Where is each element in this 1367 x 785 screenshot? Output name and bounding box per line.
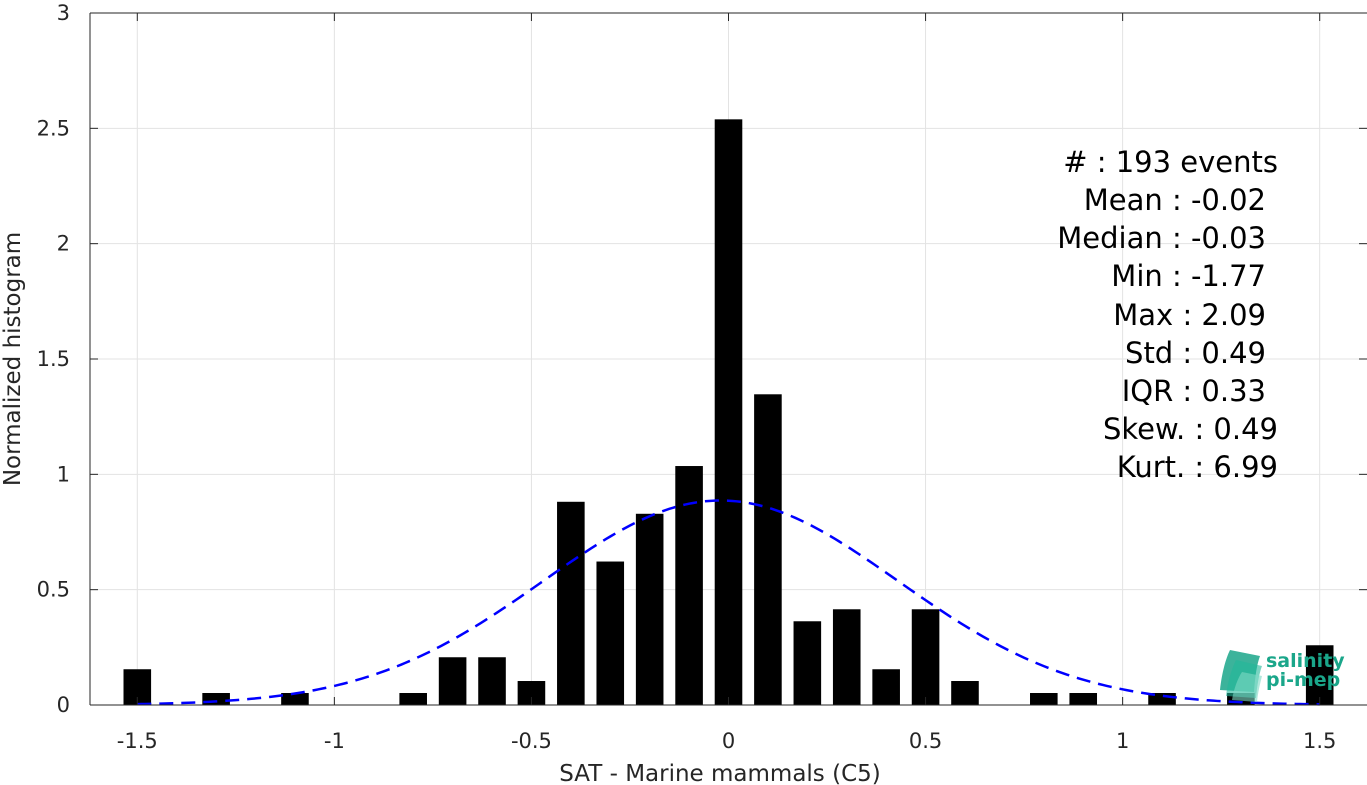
stats-max: Max : 2.09: [1113, 298, 1266, 332]
y-tick-label: 1.5: [37, 347, 70, 371]
histogram-bar: [478, 657, 506, 705]
y-tick-label: 2: [57, 232, 70, 256]
histogram-bar: [911, 609, 940, 705]
histogram-bar: [438, 657, 467, 705]
histogram-bar: [635, 513, 664, 705]
x-tick-label: 1: [1116, 729, 1129, 753]
stats-skew: Skew. : 0.49: [1103, 412, 1278, 446]
stats-std: Std : 0.49: [1125, 336, 1266, 370]
logo-wave-icon: [1220, 650, 1262, 702]
histogram-bar: [517, 681, 546, 705]
stats-iqr: IQR : 0.33: [1122, 374, 1266, 408]
stats-median: Median : -0.03: [1057, 221, 1266, 255]
stats-min: Min : -1.77: [1111, 259, 1266, 293]
histogram-bars: [123, 119, 1334, 705]
logo-line-salinity: salinity: [1266, 650, 1345, 672]
stats-kurt: Kurt. : 6.99: [1117, 450, 1278, 484]
y-tick-label: 3: [57, 1, 70, 25]
x-tick-label: 1.5: [1303, 729, 1336, 753]
histogram-bar: [281, 693, 309, 705]
x-tick-labels: -1.5 -1 -0.5 0 0.5 1 1.5: [117, 729, 1337, 753]
histogram-bar: [399, 693, 427, 705]
salinity-pimep-logo: salinity pi-mep: [1220, 650, 1345, 702]
logo-line-pimep: pi-mep: [1266, 669, 1340, 691]
histogram-bar: [714, 119, 743, 705]
stats-count: # : 193 events: [1063, 145, 1278, 179]
histogram-bar: [1030, 693, 1058, 705]
x-tick-label: 0.5: [909, 729, 942, 753]
x-tick-label: -0.5: [511, 729, 552, 753]
x-tick-label: -1: [324, 729, 345, 753]
histogram-bar: [675, 466, 703, 705]
axes-frame: [89, 12, 1367, 706]
histogram-bar: [202, 693, 230, 705]
histogram-bar: [1069, 693, 1098, 705]
x-axis-title: SAT - Marine mammals (C5): [559, 761, 881, 785]
y-tick-label: 1: [57, 462, 70, 486]
x-tick-label: 0: [722, 729, 735, 753]
y-axis-title: Normalized histogram: [0, 232, 26, 486]
stats-mean: Mean : -0.02: [1084, 183, 1266, 217]
y-tick-label: 2.5: [37, 116, 70, 140]
histogram-bar: [793, 621, 822, 705]
y-tick-label: 0.5: [37, 578, 70, 602]
y-tick-labels: 0 0.5 1 1.5 2 2.5 3: [37, 1, 70, 717]
histogram-bar: [754, 394, 782, 705]
normal-fit-curve: [137, 499, 1320, 706]
stats-box: # : 193 events Mean : -0.02 Median : -0.…: [1057, 145, 1278, 484]
histogram-bar: [1148, 693, 1176, 705]
histogram-bar: [872, 669, 900, 705]
histogram-bar: [1305, 645, 1334, 705]
histogram-bar: [832, 609, 861, 705]
histogram-bar: [951, 681, 979, 705]
histogram-bar: [596, 561, 625, 705]
y-tick-label: 0: [57, 693, 70, 717]
histogram-bar: [557, 501, 585, 705]
x-tick-label: -1.5: [117, 729, 158, 753]
